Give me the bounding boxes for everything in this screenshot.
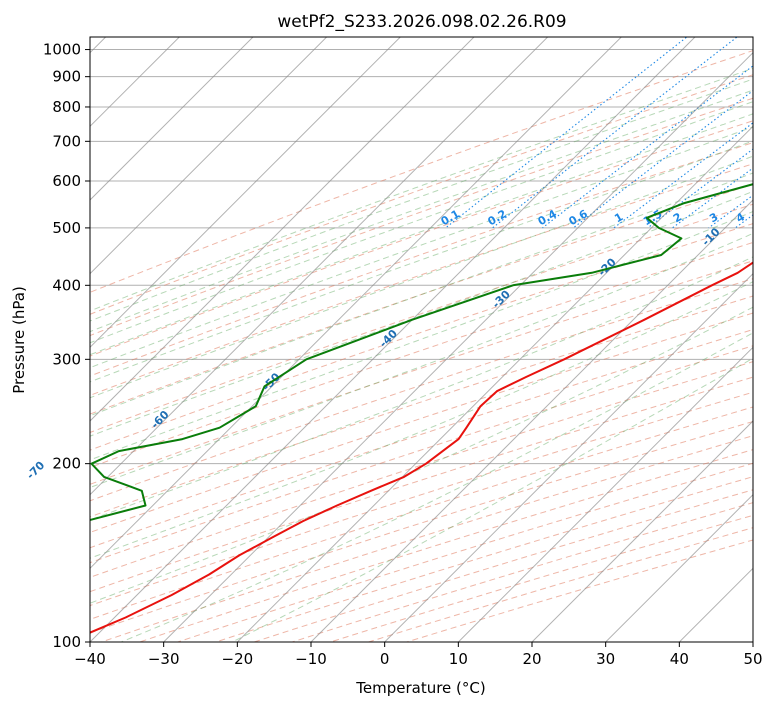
chart-title: wetPf2_S233.2026.098.02.26.R09	[277, 12, 566, 32]
mixing-ratio-line	[613, 122, 753, 229]
moist-adiabat-line	[90, 155, 753, 399]
moist-adiabat-line	[90, 89, 753, 333]
isotherm-line	[90, 37, 623, 570]
mixing-ratio-label: 3	[707, 210, 720, 225]
dry-adiabat-line	[90, 260, 753, 485]
dry-adiabat-line	[90, 203, 753, 433]
dry-adiabat-line	[90, 361, 753, 578]
moist-adiabat-line	[231, 357, 753, 642]
y-axis: 100 200 300 400 500 600 700 800 900 1000	[43, 41, 90, 651]
y-tick-label: 700	[52, 132, 81, 150]
isotherm-line	[90, 37, 402, 349]
mixing-ratio-line	[492, 37, 738, 229]
isotherm-line	[90, 37, 549, 496]
moist-adiabat-line	[90, 67, 753, 312]
dry-adiabat-line	[90, 295, 753, 518]
y-tick-label: 400	[52, 276, 81, 294]
temperature-profile-line	[90, 261, 753, 634]
isotherm-line	[90, 37, 254, 201]
isotherm-line	[604, 493, 753, 642]
plot-frame	[89, 36, 754, 643]
mixing-ratio-label: 0.4	[536, 207, 560, 228]
dry-adiabat-line	[90, 163, 753, 396]
isotherm-line	[531, 420, 753, 642]
dry-adiabat-line	[214, 476, 753, 642]
isotherm-line	[236, 125, 753, 642]
mixing-ratio-label: 0.6	[566, 207, 590, 228]
y-tick-label: 1000	[43, 41, 81, 59]
isotherm-line	[752, 641, 753, 642]
y-tick-label: 800	[52, 98, 81, 116]
isotherm-label: -70	[24, 458, 47, 481]
moist-adiabat-line	[90, 113, 753, 356]
x-tick-label: 20	[522, 650, 541, 668]
mixing-ratio-label: 0.2	[486, 207, 509, 228]
isotherm-line	[90, 37, 328, 275]
isotherm-line	[310, 199, 753, 642]
profile-series	[90, 183, 753, 634]
dry-adiabat-line	[90, 142, 753, 377]
isotherm-label: -10	[699, 225, 722, 248]
dry-adiabat-line	[252, 489, 753, 642]
x-tick-label: −20	[222, 650, 254, 668]
isotherm-line	[678, 567, 753, 642]
dry-adiabat-line	[176, 462, 753, 642]
mixing-ratio-label: 4	[734, 210, 747, 225]
isotherm-line	[383, 272, 753, 642]
y-tick-label: 900	[52, 68, 81, 86]
background-lines	[90, 37, 753, 642]
y-tick-label: 300	[52, 350, 81, 368]
y-tick-label: 600	[52, 172, 81, 190]
y-axis-title: Pressure (hPa)	[10, 286, 28, 394]
dry-adiabat-line	[90, 50, 753, 293]
x-tick-label: −30	[148, 650, 180, 668]
x-tick-label: −10	[295, 650, 327, 668]
dry-adiabat-line	[90, 120, 753, 357]
dry-adiabat-line	[90, 420, 753, 634]
y-tick-label: 100	[52, 633, 81, 651]
x-tick-label: 30	[596, 650, 615, 668]
dry-adiabat-line	[90, 391, 753, 607]
dry-adiabat-line	[405, 539, 753, 642]
dewpoint-profile-line	[90, 183, 753, 522]
x-axis: −40 −30 −20 −10 0 10 20 30 40 50	[74, 642, 763, 668]
moist-adiabat-line	[90, 172, 753, 417]
y-tick-label: 200	[52, 455, 81, 473]
x-tick-label: 40	[670, 650, 689, 668]
moist-adiabat-line	[90, 306, 753, 604]
mixing-ratio-line	[708, 194, 753, 229]
dry-adiabat-line	[90, 241, 753, 469]
mixing-ratio-line	[734, 214, 753, 229]
dry-adiabat-line	[90, 97, 753, 337]
mixing-ratio-label: 1.5	[641, 207, 664, 228]
mixing-ratio-line	[445, 37, 688, 229]
isotherm-line	[90, 37, 475, 422]
moist-adiabat-line	[90, 78, 753, 322]
moist-adiabat-line	[121, 332, 753, 642]
moist-adiabat-line	[90, 101, 753, 344]
isotherm-line	[90, 37, 696, 642]
x-tick-label: −40	[74, 650, 106, 668]
dry-adiabat-line	[90, 329, 753, 549]
mixing-ratio-label: 6	[773, 210, 775, 225]
grid-lines	[90, 49, 753, 643]
x-tick-label: 0	[380, 650, 390, 668]
moist-adiabat-line	[90, 190, 753, 437]
moist-adiabat-line	[90, 140, 753, 383]
mixing-ratio-label: 0.1	[439, 207, 462, 228]
mixing-ratio-line	[542, 65, 753, 229]
x-axis-title: Temperature (°C)	[355, 679, 485, 697]
isotherm-line	[457, 346, 753, 642]
mixing-ratio-label: 1	[612, 210, 625, 225]
x-tick-label: 10	[449, 650, 468, 668]
isotherm-line	[162, 51, 753, 642]
x-tick-label: 50	[743, 650, 762, 668]
y-tick-label: 500	[52, 219, 81, 237]
